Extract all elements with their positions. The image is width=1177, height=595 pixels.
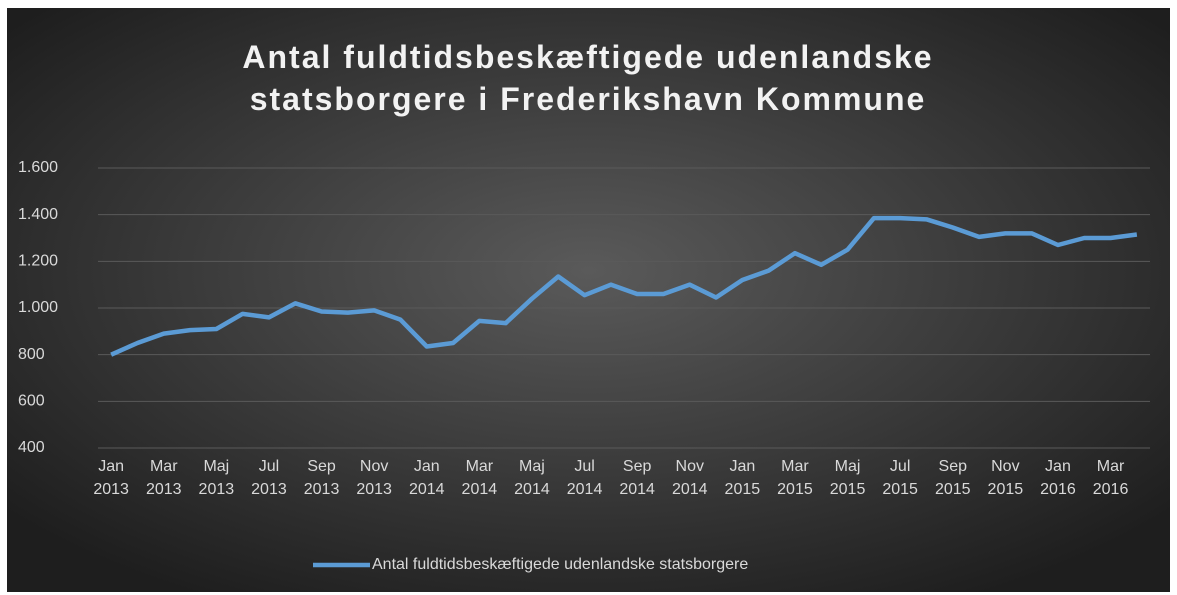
x-tick-label: Mar 2013 [146, 458, 182, 498]
x-tick-label: Sep 2014 [619, 458, 655, 498]
y-tick-label: 1.600 [18, 159, 58, 176]
x-tick-label: Jan 2014 [409, 458, 445, 498]
y-tick-label: 1.200 [18, 253, 58, 270]
y-tick-label: 1.000 [18, 299, 58, 316]
x-tick-label: Maj 2015 [830, 458, 866, 498]
x-tick-label: Sep 2013 [304, 458, 340, 498]
chart-title: Antal fuldtidsbeskæftigede udenlandske st… [242, 39, 933, 117]
x-tick-label: Nov 2013 [356, 458, 392, 498]
x-tick-label: Mar 2015 [777, 458, 813, 498]
x-tick-label: Maj 2014 [514, 458, 550, 498]
x-tick-label: Jan 2016 [1040, 458, 1076, 498]
x-tick-label: Jan 2015 [725, 458, 761, 498]
x-tick-label: Nov 2014 [672, 458, 708, 498]
y-tick-label: 400 [18, 439, 45, 456]
x-tick-label: Jan 2013 [93, 458, 129, 498]
x-tick-label: Jul 2013 [251, 458, 287, 498]
y-tick-label: 800 [18, 346, 45, 363]
x-tick-label: Jul 2015 [882, 458, 918, 498]
chart-background [7, 8, 1170, 592]
x-tick-label: Mar 2016 [1093, 458, 1129, 498]
x-tick-label: Jul 2014 [567, 458, 603, 498]
x-tick-label: Sep 2015 [935, 458, 971, 498]
data-line [110, 215, 1138, 357]
x-tick-label: Maj 2013 [199, 458, 235, 498]
legend-label: Antal fuldtidsbeskæftigede udenlandske s… [372, 556, 748, 573]
x-tick-label: Mar 2014 [462, 458, 498, 498]
y-tick-label: 600 [18, 393, 45, 410]
y-tick-label: 1.400 [18, 206, 58, 223]
x-tick-label: Nov 2015 [988, 458, 1024, 498]
